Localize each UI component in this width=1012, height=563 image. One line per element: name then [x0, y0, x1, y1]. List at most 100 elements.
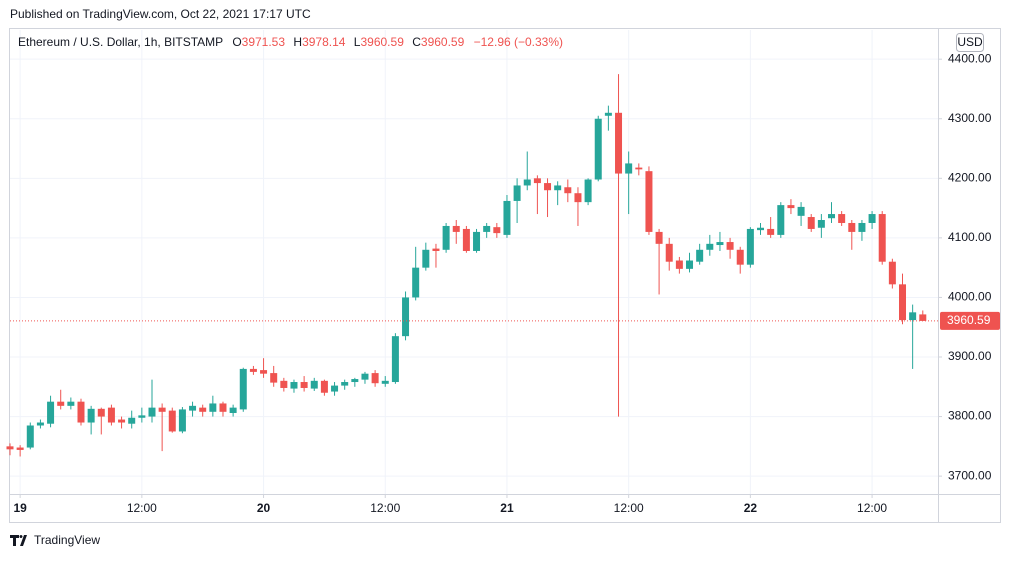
- candle-body: [199, 407, 207, 412]
- y-tick-label: 3700.00: [948, 468, 992, 482]
- candle-body: [503, 200, 511, 235]
- candle-body: [320, 380, 328, 393]
- candle-body: [6, 446, 14, 450]
- candle-body: [381, 380, 389, 384]
- y-tick-label: 3800.00: [948, 409, 992, 423]
- candle-body: [584, 179, 592, 203]
- candle-body: [239, 368, 247, 410]
- candle-body: [858, 222, 866, 232]
- field-label: L: [354, 35, 361, 49]
- candle-body: [270, 373, 278, 383]
- candle-body: [148, 407, 156, 417]
- candle-body: [422, 249, 430, 268]
- candle-body: [817, 220, 825, 228]
- field-value: 3960.59: [421, 35, 465, 49]
- candle-body: [554, 185, 562, 191]
- candle-body: [118, 419, 126, 423]
- candle-body: [341, 382, 349, 386]
- candle-body: [716, 242, 724, 246]
- candle-body: [777, 205, 785, 235]
- field-label: O: [232, 35, 241, 49]
- candle-body: [615, 112, 623, 174]
- candle-body: [757, 227, 765, 231]
- last-price-tag: [940, 311, 1000, 330]
- currency-label[interactable]: USD: [957, 35, 983, 49]
- candle-body: [564, 187, 572, 194]
- legend-header: Ethereum / U.S. Dollar, 1h, BITSTAMP O39…: [18, 35, 563, 49]
- candle-body: [655, 231, 663, 244]
- candle-body: [513, 185, 521, 201]
- candle-body: [107, 407, 115, 423]
- field-value: 3978.14: [302, 35, 346, 49]
- candle-body: [280, 380, 288, 388]
- candle-body: [746, 228, 754, 265]
- field-value: 3971.53: [242, 35, 286, 49]
- x-tick-label: 12:00: [614, 501, 644, 515]
- field-value: 3960.59: [360, 35, 404, 49]
- candle-body: [351, 379, 359, 383]
- y-tick-label: 4200.00: [948, 170, 992, 184]
- candle-body: [736, 249, 744, 265]
- logo-text: TradingView: [34, 533, 100, 547]
- candle-body: [848, 222, 856, 232]
- candle-body: [868, 214, 876, 223]
- candle-body: [878, 214, 886, 262]
- x-tick-label: 12:00: [857, 501, 887, 515]
- candle-body: [645, 171, 653, 232]
- candle-body: [402, 297, 410, 337]
- candle-body: [371, 373, 379, 384]
- candle-body: [888, 261, 896, 285]
- candle-body: [665, 243, 673, 262]
- candle-body: [483, 225, 491, 232]
- candle-body: [310, 380, 318, 389]
- field-label: H: [293, 35, 302, 49]
- candle-body: [767, 228, 775, 235]
- candle-body: [574, 193, 582, 203]
- candle-body: [391, 336, 399, 383]
- candle-body: [168, 410, 176, 432]
- x-tick-label: 19: [13, 501, 27, 515]
- x-tick-label: 22: [744, 501, 758, 515]
- candle-body: [828, 214, 836, 219]
- x-tick-label: 21: [500, 501, 514, 515]
- last-price-label: 3960.59: [947, 313, 991, 327]
- candle-body: [67, 401, 75, 406]
- candle-body: [290, 382, 298, 389]
- candle-body: [300, 382, 308, 388]
- candle-body: [726, 242, 734, 250]
- footer-logo: TradingView: [10, 533, 100, 547]
- candle-body: [797, 206, 805, 216]
- candle-body: [696, 249, 704, 262]
- candle-body: [219, 403, 227, 412]
- header-line: Ethereum / U.S. Dollar, 1h, BITSTAMP O39…: [18, 35, 563, 49]
- candle-body: [899, 284, 907, 321]
- candle-body: [331, 385, 339, 392]
- candle-body: [919, 314, 927, 321]
- candle-body: [686, 260, 694, 269]
- candle-body: [787, 205, 795, 209]
- candle-body: [361, 373, 369, 380]
- candle-body: [493, 227, 501, 234]
- currency-button[interactable]: [956, 33, 984, 52]
- y-tick-label: 4100.00: [948, 230, 992, 244]
- candles: [6, 74, 927, 457]
- candle-body: [229, 407, 237, 413]
- candle-body: [442, 225, 450, 250]
- grid: [10, 30, 938, 494]
- candle-body: [604, 112, 612, 116]
- candle-body: [128, 417, 136, 424]
- y-tick-label: 4400.00: [948, 51, 992, 65]
- candle-body: [523, 179, 531, 186]
- candle-body: [452, 225, 460, 232]
- y-tick-label: 4300.00: [948, 111, 992, 125]
- candle-body: [635, 167, 643, 170]
- candle-body: [909, 312, 917, 321]
- candle-body: [97, 408, 105, 417]
- candle-body: [77, 401, 85, 423]
- candle-body: [249, 368, 257, 372]
- candle-body: [87, 408, 95, 423]
- candle-body: [47, 401, 55, 424]
- candle-body: [189, 405, 197, 411]
- x-tick-label: 12:00: [370, 501, 400, 515]
